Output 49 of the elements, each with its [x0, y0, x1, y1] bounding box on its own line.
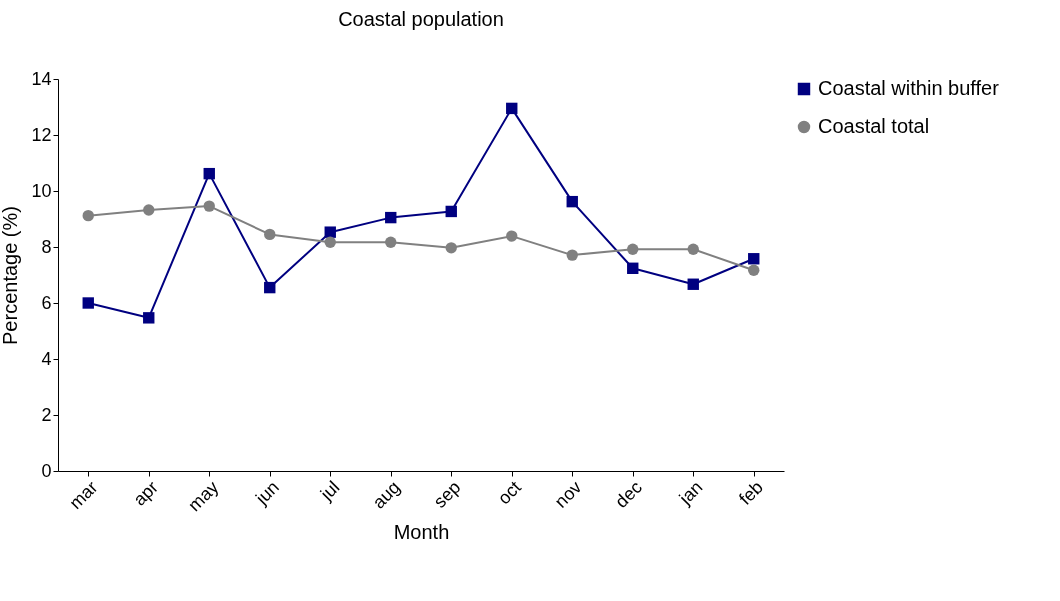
point: [324, 226, 336, 238]
point: [445, 205, 457, 218]
y-tick-label: 2: [41, 404, 52, 425]
x-tick-label: may: [184, 477, 223, 516]
x-tick-label: dec: [611, 477, 646, 512]
point: [203, 200, 215, 212]
point: [506, 230, 518, 242]
x-tick-label: jan: [674, 477, 707, 509]
y-tick-label: 10: [31, 180, 52, 201]
y-tick-label: 6: [41, 292, 52, 313]
point: [385, 236, 397, 248]
point: [748, 253, 760, 265]
point: [687, 278, 699, 290]
y-axis-title: Percentage (%): [0, 206, 22, 345]
x-axis-title: Month: [393, 521, 450, 544]
x-tick-label: jul: [315, 477, 344, 505]
legend-label: Coastal within buffer: [818, 77, 1000, 99]
point: [627, 262, 639, 274]
x-tick-label: mar: [65, 477, 102, 514]
y-tick-label: 12: [31, 124, 52, 145]
chart-title: Coastal population: [338, 8, 504, 30]
point: [445, 242, 457, 254]
point: [627, 243, 639, 255]
point: [264, 228, 276, 241]
point: [264, 281, 276, 294]
x-tick-label: jun: [251, 477, 283, 509]
x-tick-label: feb: [735, 477, 767, 509]
point: [143, 204, 155, 216]
y-tick-label: 14: [31, 68, 52, 89]
point: [143, 312, 155, 324]
legend-label: Coastal total: [818, 115, 930, 137]
x-tick-label: sep: [429, 477, 465, 512]
point: [82, 209, 94, 222]
y-tick-label: 8: [41, 236, 52, 257]
point: [506, 102, 518, 115]
point: [566, 249, 578, 261]
point: [82, 297, 94, 309]
x-tick-label: aug: [368, 477, 404, 513]
x-tick-label: nov: [550, 477, 586, 512]
point: [687, 243, 699, 255]
point: [203, 167, 215, 180]
y-tick-label: 0: [41, 460, 52, 481]
x-tick-label: apr: [129, 477, 162, 510]
point: [748, 264, 760, 276]
y-tick-label: 4: [41, 348, 52, 369]
x-tick-label: oct: [493, 477, 525, 509]
point: [324, 236, 336, 248]
point: [566, 195, 578, 208]
point: [385, 211, 397, 224]
